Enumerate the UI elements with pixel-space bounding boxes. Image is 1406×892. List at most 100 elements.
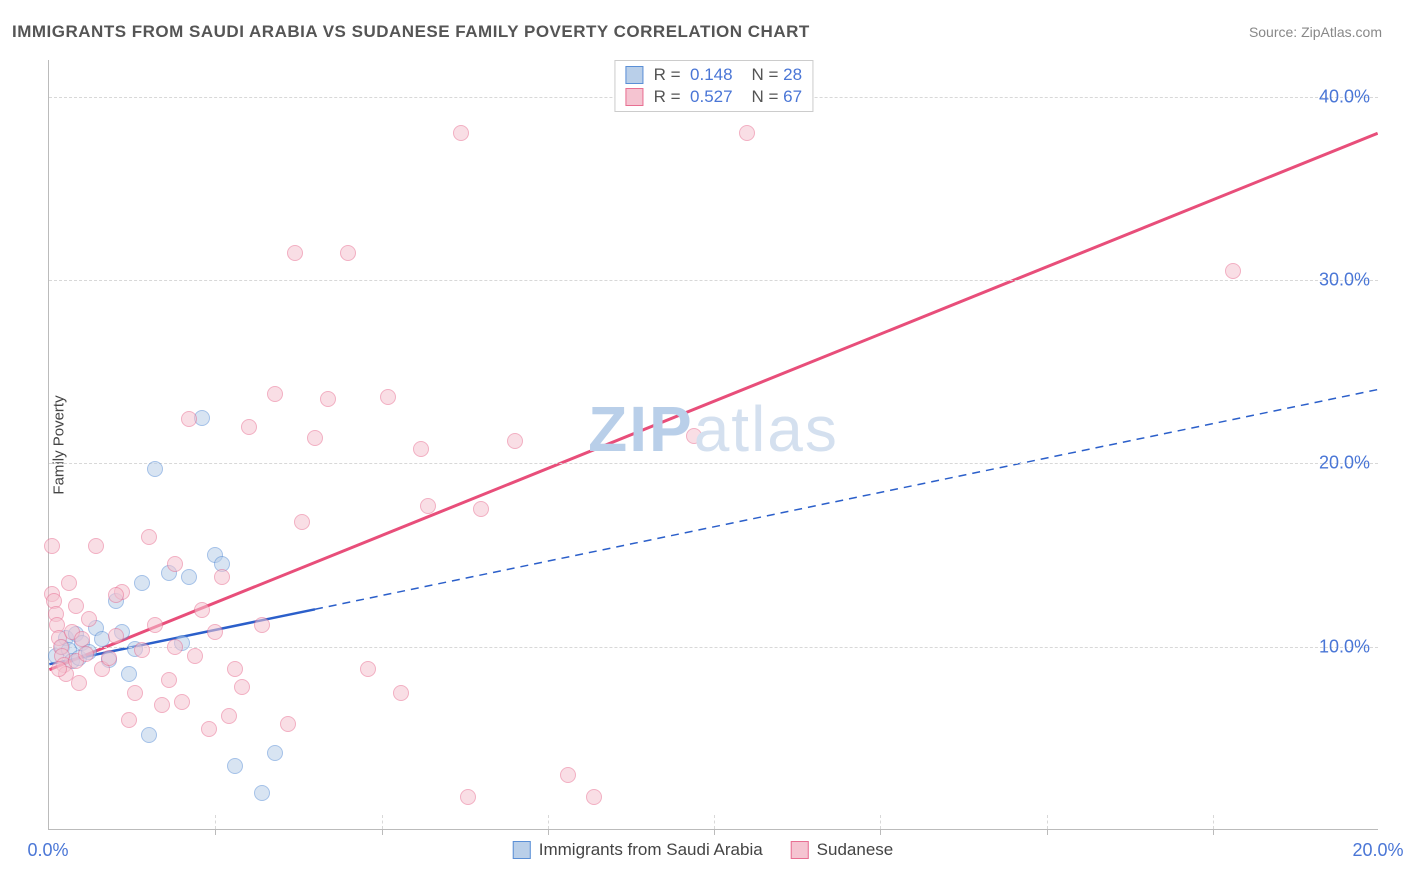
scatter-point-sudanese bbox=[360, 661, 376, 677]
x-tick-label: 20.0% bbox=[1352, 840, 1403, 861]
scatter-point-sudanese bbox=[241, 419, 257, 435]
y-tick-label: 40.0% bbox=[1319, 86, 1370, 107]
scatter-point-sudanese bbox=[254, 617, 270, 633]
scatter-point-sudanese bbox=[214, 569, 230, 585]
x-tick-mark bbox=[1213, 829, 1214, 835]
source-attribution: Source: ZipAtlas.com bbox=[1249, 24, 1382, 40]
scatter-point-sudanese bbox=[44, 538, 60, 554]
scatter-point-sudanese bbox=[420, 498, 436, 514]
scatter-point-sudanese bbox=[267, 386, 283, 402]
scatter-point-sudanese bbox=[88, 538, 104, 554]
legend-swatch-saudi bbox=[625, 66, 643, 84]
gridline-h bbox=[49, 280, 1378, 281]
scatter-point-saudi bbox=[181, 569, 197, 585]
scatter-point-saudi bbox=[121, 666, 137, 682]
scatter-point-sudanese bbox=[207, 624, 223, 640]
gridline-v-stub bbox=[880, 815, 881, 829]
series-legend-swatch bbox=[513, 841, 531, 859]
scatter-point-sudanese bbox=[473, 501, 489, 517]
scatter-point-sudanese bbox=[101, 650, 117, 666]
scatter-point-sudanese bbox=[167, 639, 183, 655]
source-prefix: Source: bbox=[1249, 24, 1301, 40]
gridline-h bbox=[49, 647, 1378, 648]
gridline-v-stub bbox=[215, 815, 216, 829]
scatter-point-sudanese bbox=[167, 556, 183, 572]
trend-lines bbox=[49, 60, 1378, 829]
scatter-point-sudanese bbox=[201, 721, 217, 737]
scatter-point-sudanese bbox=[380, 389, 396, 405]
scatter-point-sudanese bbox=[280, 716, 296, 732]
scatter-point-sudanese bbox=[686, 428, 702, 444]
y-tick-label: 30.0% bbox=[1319, 270, 1370, 291]
scatter-point-sudanese bbox=[560, 767, 576, 783]
gridline-v-stub bbox=[714, 815, 715, 829]
scatter-point-sudanese bbox=[307, 430, 323, 446]
scatter-point-sudanese bbox=[121, 712, 137, 728]
scatter-point-sudanese bbox=[294, 514, 310, 530]
series-legend-swatch bbox=[791, 841, 809, 859]
scatter-point-sudanese bbox=[68, 598, 84, 614]
y-axis-label: Family Poverty bbox=[51, 395, 68, 494]
x-tick-mark bbox=[215, 829, 216, 835]
chart-title: IMMIGRANTS FROM SAUDI ARABIA VS SUDANESE… bbox=[12, 22, 810, 42]
scatter-point-saudi bbox=[134, 575, 150, 591]
scatter-point-sudanese bbox=[320, 391, 336, 407]
scatter-point-sudanese bbox=[1225, 263, 1241, 279]
x-tick-mark bbox=[714, 829, 715, 835]
legend-stats-saudi: R = 0.148 N = 28 bbox=[649, 65, 802, 85]
scatter-point-sudanese bbox=[147, 617, 163, 633]
scatter-point-sudanese bbox=[507, 433, 523, 449]
gridline-v-stub bbox=[1047, 815, 1048, 829]
scatter-point-sudanese bbox=[127, 685, 143, 701]
scatter-point-saudi bbox=[227, 758, 243, 774]
series-legend-label: Immigrants from Saudi Arabia bbox=[539, 840, 763, 860]
gridline-v-stub bbox=[1213, 815, 1214, 829]
scatter-point-sudanese bbox=[194, 602, 210, 618]
gridline-h bbox=[49, 463, 1378, 464]
y-tick-label: 10.0% bbox=[1319, 636, 1370, 657]
trendline-sudanese bbox=[49, 133, 1377, 669]
scatter-point-sudanese bbox=[71, 675, 87, 691]
correlation-legend-row-saudi: R = 0.148 N = 28 bbox=[625, 65, 802, 85]
scatter-point-sudanese bbox=[108, 628, 124, 644]
scatter-point-saudi bbox=[141, 727, 157, 743]
series-legend-label: Sudanese bbox=[817, 840, 894, 860]
x-tick-label: 0.0% bbox=[27, 840, 68, 861]
scatter-point-sudanese bbox=[81, 611, 97, 627]
y-tick-label: 20.0% bbox=[1319, 453, 1370, 474]
legend-swatch-sudanese bbox=[625, 88, 643, 106]
series-legend-item: Immigrants from Saudi Arabia bbox=[513, 840, 763, 860]
scatter-point-sudanese bbox=[586, 789, 602, 805]
series-legend-item: Sudanese bbox=[791, 840, 894, 860]
series-legend: Immigrants from Saudi Arabia Sudanese bbox=[513, 840, 894, 860]
scatter-point-sudanese bbox=[181, 411, 197, 427]
scatter-point-sudanese bbox=[141, 529, 157, 545]
x-tick-mark bbox=[548, 829, 549, 835]
scatter-point-sudanese bbox=[413, 441, 429, 457]
scatter-point-sudanese bbox=[61, 575, 77, 591]
scatter-point-saudi bbox=[267, 745, 283, 761]
scatter-point-sudanese bbox=[174, 694, 190, 710]
trendline-extrapolated-saudi bbox=[315, 390, 1378, 610]
scatter-point-sudanese bbox=[187, 648, 203, 664]
gridline-v-stub bbox=[548, 815, 549, 829]
watermark-zip: ZIP bbox=[588, 393, 694, 465]
gridline-v-stub bbox=[382, 815, 383, 829]
x-tick-mark bbox=[1047, 829, 1048, 835]
scatter-point-sudanese bbox=[453, 125, 469, 141]
scatter-point-sudanese bbox=[340, 245, 356, 261]
scatter-point-sudanese bbox=[460, 789, 476, 805]
scatter-point-sudanese bbox=[51, 661, 67, 677]
watermark: ZIPatlas bbox=[588, 392, 839, 466]
scatter-point-sudanese bbox=[154, 697, 170, 713]
scatter-point-sudanese bbox=[287, 245, 303, 261]
scatter-point-sudanese bbox=[234, 679, 250, 695]
correlation-legend: R = 0.148 N = 28 R = 0.527 N = 67 bbox=[614, 60, 813, 112]
scatter-point-sudanese bbox=[108, 587, 124, 603]
correlation-legend-row-sudanese: R = 0.527 N = 67 bbox=[625, 87, 802, 107]
scatter-point-sudanese bbox=[227, 661, 243, 677]
scatter-point-sudanese bbox=[739, 125, 755, 141]
x-tick-mark bbox=[880, 829, 881, 835]
x-tick-mark bbox=[382, 829, 383, 835]
scatter-point-sudanese bbox=[78, 646, 94, 662]
